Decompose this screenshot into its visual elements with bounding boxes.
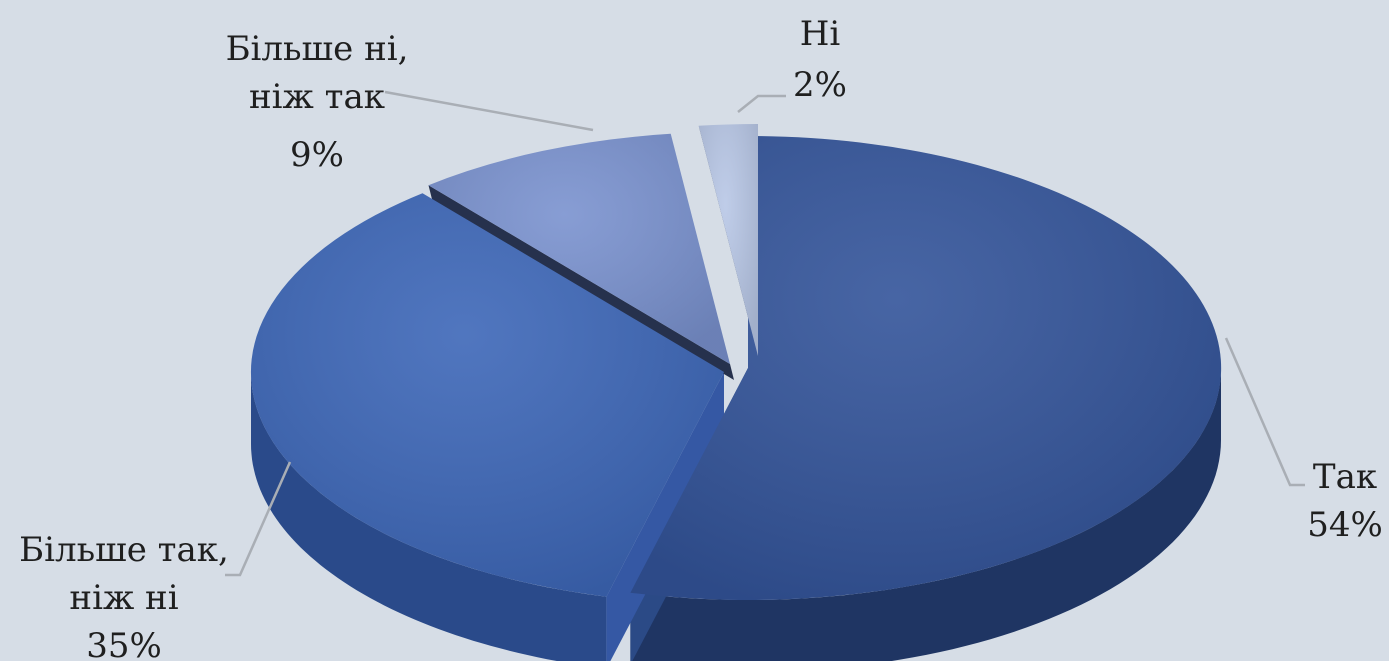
data-label-rather-no: Більше ні, ніж так 9% [226,29,409,175]
data-label-yes-category: Так [1313,457,1377,497]
data-label-rather-no-value: 9% [290,135,344,175]
data-label-rather-no-category-line1: Більше ні, [226,29,409,69]
data-label-rather-no-category-line2: ніж так [249,77,385,117]
data-label-no-category: Ні [800,14,841,54]
data-label-yes-value: 54% [1307,505,1383,545]
data-label-rather-yes-category-line2: ніж ні [69,578,178,618]
pie-slice-sheen-yes [630,136,1222,600]
pie-slice-sheen-rather-yes [250,193,724,597]
data-label-yes: Так 54% [1307,457,1383,545]
data-label-rather-yes: Більше так, ніж ні 35% [19,530,229,661]
pie-slice-sheen-no [698,123,758,356]
pie-slice-sheen-rather-no [428,133,730,364]
pie-slice-tops [250,123,1222,600]
data-label-rather-yes-category-line1: Більше так, [19,530,229,570]
pie-slice-side-yes [630,368,1221,661]
leader-line-rather-yes [225,461,292,577]
data-label-no: Ні 2% [793,14,847,105]
data-label-no-value: 2% [793,65,847,105]
data-label-rather-yes-value: 35% [86,626,162,661]
leader-line-rather-no [384,90,594,132]
pie-slice-wall-rather-no [428,185,734,380]
leader-line-yes [1224,337,1305,487]
label-leader-lines [225,90,1305,577]
leader-line-no [737,94,786,113]
pie-slice-side-rather-yes [251,372,607,661]
